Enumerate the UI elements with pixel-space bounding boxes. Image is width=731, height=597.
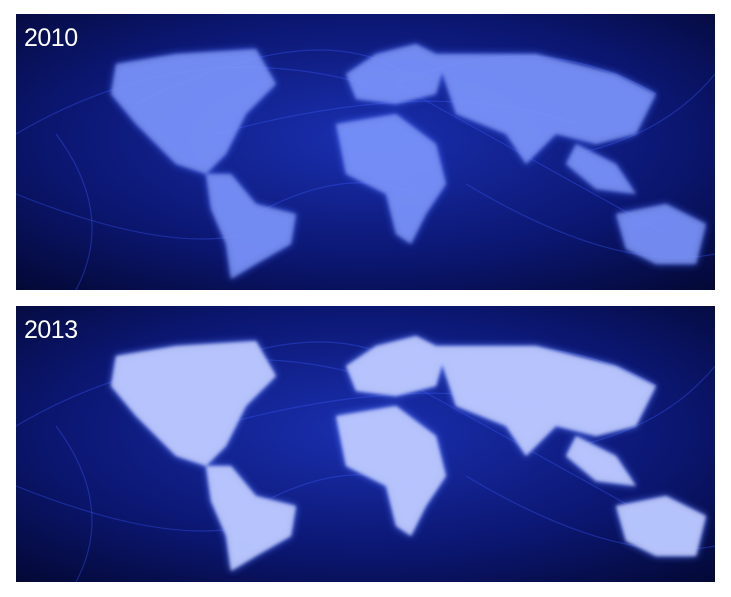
- year-label: 2013: [24, 316, 78, 344]
- map-panel: 2013: [16, 306, 715, 582]
- map: [16, 306, 715, 582]
- year-label: 2010: [24, 24, 78, 52]
- map: [16, 14, 715, 290]
- map-panel: 2010: [16, 14, 715, 290]
